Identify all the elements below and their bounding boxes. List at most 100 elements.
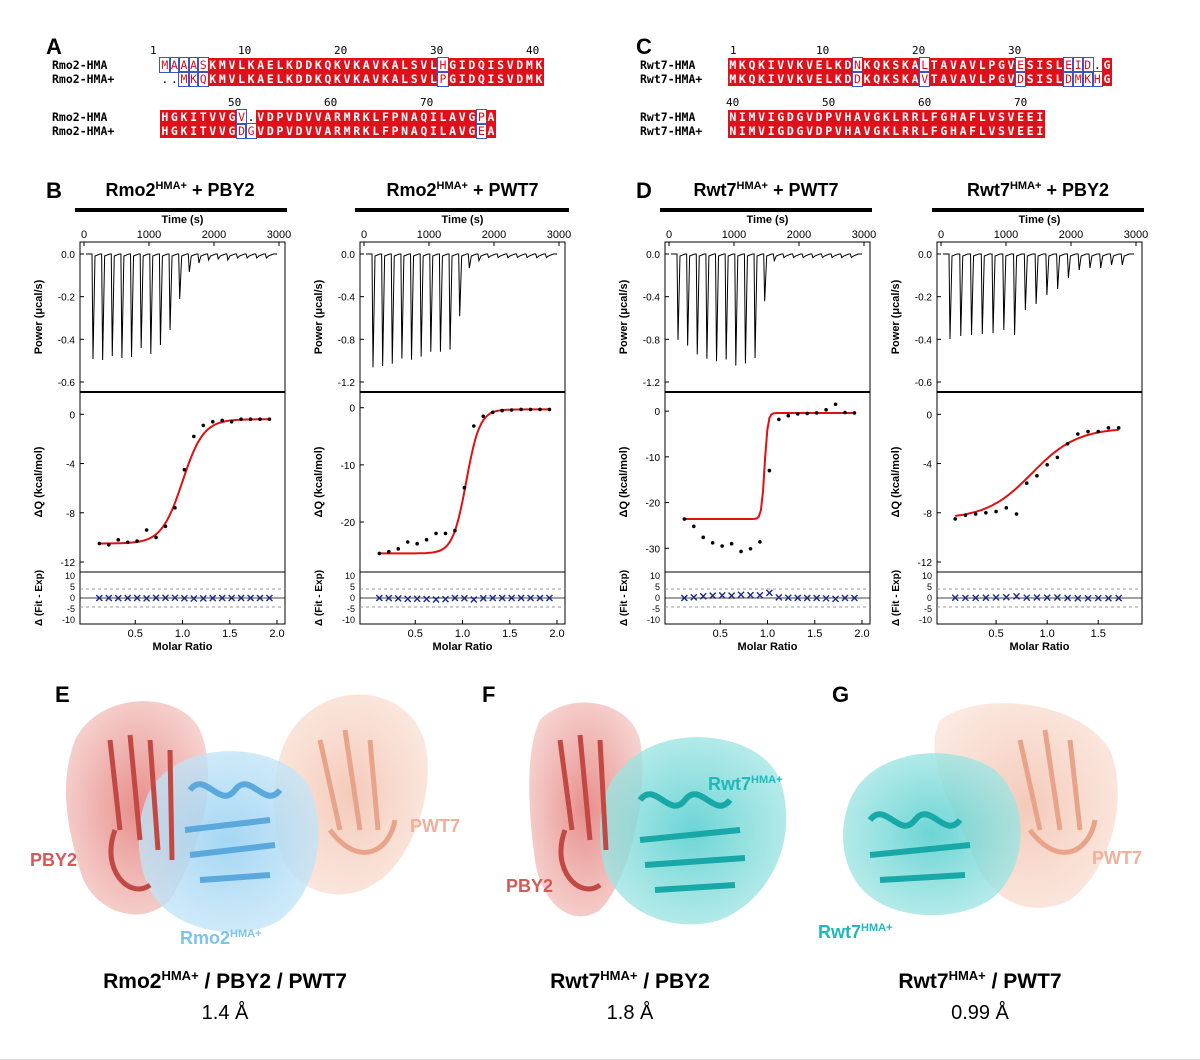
molar-axis-label: Molar Ratio — [1010, 641, 1070, 650]
power-tick-label: 0.0 — [61, 250, 75, 261]
residue: V — [967, 72, 978, 86]
molar-tick-label: 1.5 — [502, 628, 517, 640]
resid-axis-label: Δ (Fit - Exp) — [891, 570, 902, 626]
residue: A — [486, 124, 496, 138]
residue: M — [217, 58, 228, 72]
time-tick-label: 0 — [361, 229, 367, 241]
residue: A — [361, 72, 372, 86]
ruler-a-2: 50 60 70 — [160, 96, 550, 110]
residual-marker — [527, 594, 535, 602]
residue: D — [1082, 57, 1094, 73]
residue: D — [851, 71, 864, 87]
residue: S — [996, 124, 1007, 138]
data-point — [163, 524, 168, 529]
resid-tick-label: -10 — [342, 615, 355, 625]
structure-images — [65, 694, 1118, 933]
residue: D — [785, 110, 796, 124]
residue: A — [447, 110, 458, 124]
residue: K — [756, 72, 767, 86]
residue: K — [332, 58, 343, 72]
ruler-tick: 60 — [918, 96, 932, 109]
time-tick-label: 3000 — [852, 229, 876, 241]
data-point — [481, 414, 486, 419]
resid-tick-label: 10 — [650, 571, 660, 581]
itc-title-1: Rmo2HMA+ + PBY2 — [105, 180, 255, 200]
residue: I — [188, 124, 199, 138]
power-tick-label: 0.0 — [918, 250, 932, 261]
residual-marker — [394, 594, 402, 602]
residue: M — [342, 124, 352, 138]
resid-tick-label: 10 — [345, 571, 355, 581]
residual-marker — [545, 594, 553, 602]
power-axis-label: Power (μcal/s) — [618, 279, 630, 354]
residue: L — [977, 58, 988, 72]
residue: D — [1062, 71, 1075, 87]
residual-marker — [432, 595, 440, 603]
data-point — [963, 513, 968, 518]
residual-marker — [199, 594, 207, 602]
residue: G — [169, 124, 180, 138]
power-tick-label: -0.8 — [643, 335, 661, 346]
time-axis-label: Time (s) — [1019, 214, 1061, 226]
residue: H — [1091, 71, 1104, 87]
residue: N — [851, 57, 864, 73]
residue: K — [246, 58, 256, 72]
residue: D — [294, 72, 304, 86]
residue: R — [351, 124, 362, 138]
residual-marker — [247, 594, 255, 602]
molar-axis-label: Molar Ratio — [738, 641, 798, 650]
residue: S — [495, 58, 506, 72]
molar-tick-label: 1.0 — [760, 628, 775, 640]
molar-tick-label: 0.5 — [128, 628, 143, 640]
residue: S — [996, 110, 1007, 124]
residual-marker — [517, 594, 525, 602]
residue: V — [1006, 124, 1016, 138]
residue: D — [514, 72, 525, 86]
data-point — [691, 524, 696, 529]
data-point — [106, 542, 111, 547]
rmo2-ribbon — [184, 781, 283, 883]
residual-marker — [803, 594, 811, 602]
residue: G — [1102, 72, 1112, 86]
data-point — [424, 537, 429, 542]
residue: A — [852, 124, 863, 138]
pwt7-ribbon — [317, 729, 398, 855]
itc-plots: Time (s)0 1000 2000 30000.0-0.2-0.4-0.6Powe… — [33, 214, 1148, 650]
pby2-ribbon — [107, 734, 175, 892]
residue: A — [255, 72, 266, 86]
power-tick-label: -0.4 — [915, 335, 933, 346]
residue: A — [178, 57, 190, 73]
power-axis-label: Power (μcal/s) — [890, 279, 902, 354]
residue: K — [862, 58, 872, 72]
residue: I — [428, 110, 439, 124]
residual-marker — [1115, 594, 1123, 602]
ruler-a-1: 1 10 20 30 40 — [150, 44, 550, 58]
residue: D — [294, 58, 304, 72]
residue: K — [534, 58, 544, 72]
residue: R — [910, 124, 920, 138]
residue: A — [409, 124, 420, 138]
residue: V — [255, 110, 266, 124]
resid-tick-label: -10 — [919, 615, 932, 625]
residue: P — [390, 124, 400, 138]
residue: H — [843, 110, 853, 124]
residue: L — [371, 110, 381, 124]
residue: F — [380, 110, 391, 124]
residue: D — [235, 123, 248, 139]
molar-tick-label: 2.0 — [269, 628, 284, 640]
residue: K — [207, 72, 218, 86]
data-point — [547, 407, 552, 412]
pby2-ribbon — [557, 734, 609, 892]
residue: M — [1072, 71, 1084, 87]
resid-tick-label: 0 — [927, 593, 932, 603]
data-point — [201, 423, 206, 428]
power-trace — [366, 253, 557, 368]
residual-marker — [951, 594, 959, 602]
data-point — [1035, 474, 1039, 478]
residual-marker — [460, 594, 468, 602]
